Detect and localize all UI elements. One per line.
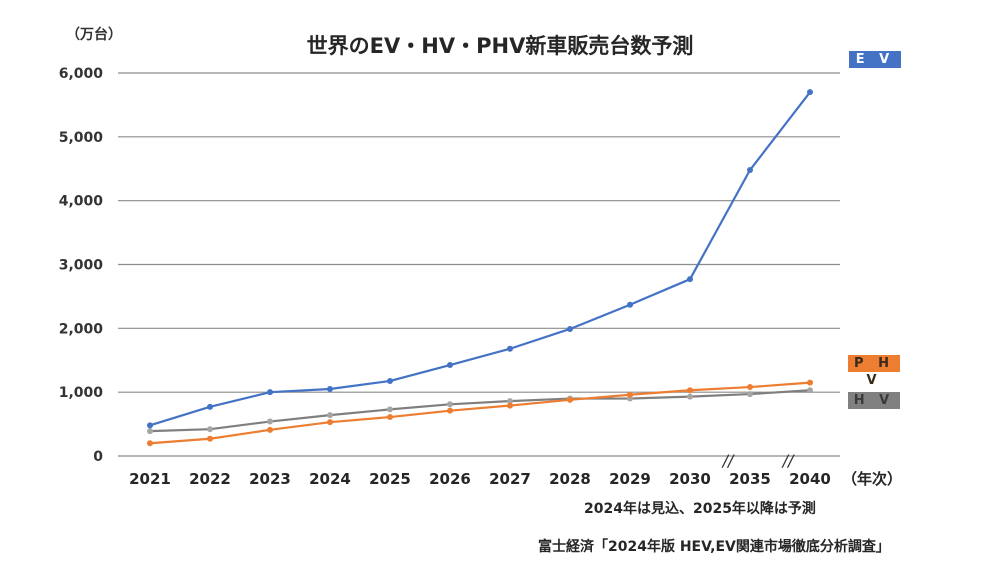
x-tick-label: 2030 xyxy=(669,470,711,488)
y-tick-label: 4,000 xyxy=(59,194,104,210)
x-tick-label: 2025 xyxy=(369,470,411,488)
data-point-ev xyxy=(627,301,633,308)
x-tick-label: 2035 xyxy=(729,470,771,488)
legend-phv-label: P H V xyxy=(854,356,894,388)
data-point-ev xyxy=(567,325,573,332)
data-point-hv xyxy=(747,391,753,398)
data-point-ev xyxy=(147,422,153,429)
y-axis-unit-label: （万台） xyxy=(66,27,122,43)
x-tick-label: 2029 xyxy=(609,470,651,488)
y-tick-label: 2,000 xyxy=(59,321,104,337)
data-point-ev xyxy=(807,89,813,96)
data-point-phv xyxy=(447,407,453,414)
data-point-hv xyxy=(807,387,813,394)
data-point-hv xyxy=(387,406,393,413)
legend-hv-label: H V xyxy=(853,393,895,408)
data-point-hv xyxy=(507,398,513,405)
data-point-phv xyxy=(147,440,153,447)
data-point-phv xyxy=(207,435,213,442)
legend-ev-label: E V xyxy=(855,52,895,67)
data-point-ev xyxy=(447,362,453,369)
x-tick-label: 2028 xyxy=(549,470,591,488)
data-point-hv xyxy=(447,401,453,408)
y-tick-label: 1,000 xyxy=(59,385,104,401)
series-line-ev xyxy=(149,91,811,427)
x-tick-label: 2023 xyxy=(249,470,291,488)
y-tick-label: 3,000 xyxy=(59,258,104,274)
source-note: 富士経済「2024年版 HEV,EV関連市場徹底分析調査」 xyxy=(538,539,890,555)
data-point-ev xyxy=(507,345,513,352)
series-phv xyxy=(147,379,813,447)
x-tick-label: 2021 xyxy=(129,470,171,488)
series-hv xyxy=(147,387,813,435)
data-point-hv xyxy=(207,426,213,433)
chart-title: 世界のEV・HV・PHV新車販売台数予測 xyxy=(306,34,694,58)
x-tick-label: 2040 xyxy=(789,470,831,488)
data-point-phv xyxy=(747,384,753,391)
x-tick-label: 2026 xyxy=(429,470,471,488)
data-point-phv xyxy=(507,402,513,409)
data-point-phv xyxy=(387,414,393,421)
x-tick-label: 2024 xyxy=(309,470,351,488)
data-point-hv xyxy=(687,393,693,400)
data-point-ev xyxy=(687,276,693,283)
data-point-phv xyxy=(687,387,693,394)
data-point-ev xyxy=(267,389,273,396)
data-point-hv xyxy=(147,428,153,435)
y-tick-label: 0 xyxy=(93,449,103,465)
x-tick-label: 2027 xyxy=(489,470,531,488)
data-point-phv xyxy=(267,426,273,433)
series-line-hv xyxy=(149,389,811,433)
x-axis-label: （年次） xyxy=(842,470,902,488)
axis-break-mark: // xyxy=(781,451,795,470)
y-tick-label: 6,000 xyxy=(59,66,104,82)
data-point-ev xyxy=(207,403,213,410)
data-point-phv xyxy=(807,379,813,386)
x-tick-label: 2022 xyxy=(189,470,231,488)
data-point-ev xyxy=(387,377,393,384)
data-point-phv xyxy=(567,396,573,403)
data-point-ev xyxy=(747,167,753,174)
legend-hv: H V xyxy=(848,392,900,409)
data-point-phv xyxy=(327,419,333,426)
forecast-note: 2024年は見込、2025年以降は予測 xyxy=(584,501,816,517)
y-tick-label: 5,000 xyxy=(59,130,104,146)
legend-phv: P H V xyxy=(848,355,900,388)
series-line-phv xyxy=(149,381,811,445)
axis-break-mark: // xyxy=(721,451,735,470)
legend-ev: E V xyxy=(849,51,901,68)
series-ev xyxy=(147,89,813,429)
data-point-hv xyxy=(327,412,333,419)
data-point-phv xyxy=(627,391,633,398)
data-point-ev xyxy=(327,385,333,392)
data-point-hv xyxy=(267,418,273,425)
